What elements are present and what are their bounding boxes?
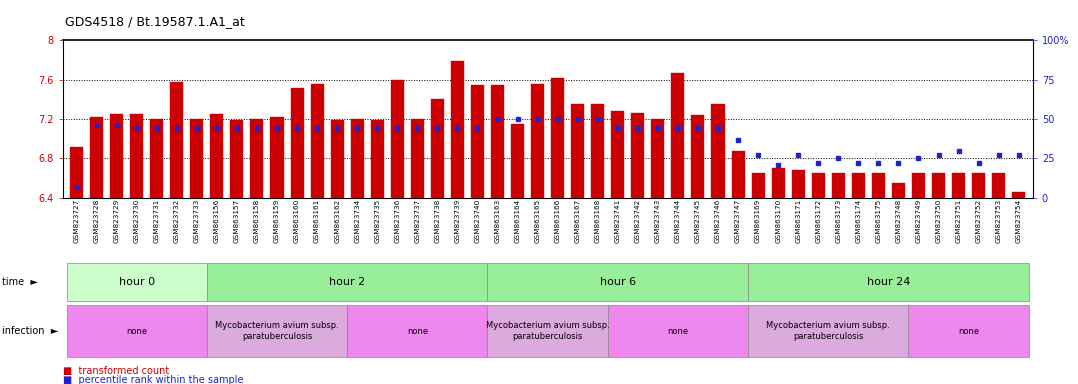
Bar (732, 151, 745, 198)
Bar (70, 147, 83, 198)
Bar (110, 114, 123, 198)
Bar (972, 173, 985, 198)
Bar (632, 113, 645, 198)
Bar (170, 82, 183, 198)
Text: hour 6: hour 6 (599, 277, 636, 287)
Bar (832, 173, 845, 198)
Bar (511, 124, 524, 198)
Bar (751, 173, 764, 198)
Bar (571, 104, 584, 198)
Bar (411, 119, 424, 198)
Bar (892, 183, 904, 198)
Bar (310, 84, 323, 198)
Text: none: none (126, 327, 148, 336)
Bar (350, 119, 363, 198)
Text: hour 0: hour 0 (119, 277, 155, 287)
Bar (431, 99, 444, 198)
Bar (210, 114, 223, 198)
Bar (490, 84, 505, 198)
Bar (471, 84, 484, 198)
Text: none: none (406, 327, 428, 336)
Bar (992, 173, 1005, 198)
Bar (371, 120, 384, 198)
Bar (852, 173, 865, 198)
Bar (912, 173, 925, 198)
Text: ■  transformed count: ■ transformed count (63, 366, 169, 376)
Text: none: none (667, 327, 689, 336)
Bar (250, 119, 263, 198)
Text: GDS4518 / Bt.19587.1.A1_at: GDS4518 / Bt.19587.1.A1_at (65, 15, 245, 28)
Bar (291, 88, 304, 198)
Bar (271, 117, 284, 198)
Bar (591, 104, 605, 198)
Text: ■  percentile rank within the sample: ■ percentile rank within the sample (63, 375, 243, 384)
Bar (231, 120, 244, 198)
Bar (531, 84, 544, 198)
Bar (611, 111, 624, 198)
Text: hour 2: hour 2 (329, 277, 365, 287)
Bar (711, 104, 724, 198)
Text: hour 24: hour 24 (867, 277, 910, 287)
Bar (772, 168, 785, 198)
Text: Mycobacterium avium subsp.
paratuberculosis: Mycobacterium avium subsp. paratuberculo… (216, 321, 338, 341)
Text: infection  ►: infection ► (2, 326, 58, 336)
Bar (130, 114, 143, 198)
Bar (390, 79, 404, 198)
Bar (331, 120, 344, 198)
Text: time  ►: time ► (2, 277, 38, 287)
Bar (1012, 192, 1025, 198)
Bar (551, 78, 564, 198)
Bar (812, 173, 825, 198)
Bar (451, 61, 464, 198)
Bar (872, 173, 885, 198)
Bar (651, 119, 664, 198)
Bar (91, 117, 103, 198)
Text: Mycobacterium avium subsp.
paratuberculosis: Mycobacterium avium subsp. paratuberculo… (486, 321, 609, 341)
Bar (791, 170, 804, 198)
Bar (191, 119, 204, 198)
Bar (932, 173, 945, 198)
Bar (672, 73, 685, 198)
Text: Mycobacterium avium subsp.
paratuberculosis: Mycobacterium avium subsp. paratuberculo… (766, 321, 890, 341)
Bar (150, 119, 163, 198)
Bar (691, 115, 705, 198)
Bar (952, 173, 965, 198)
Text: none: none (958, 327, 979, 336)
